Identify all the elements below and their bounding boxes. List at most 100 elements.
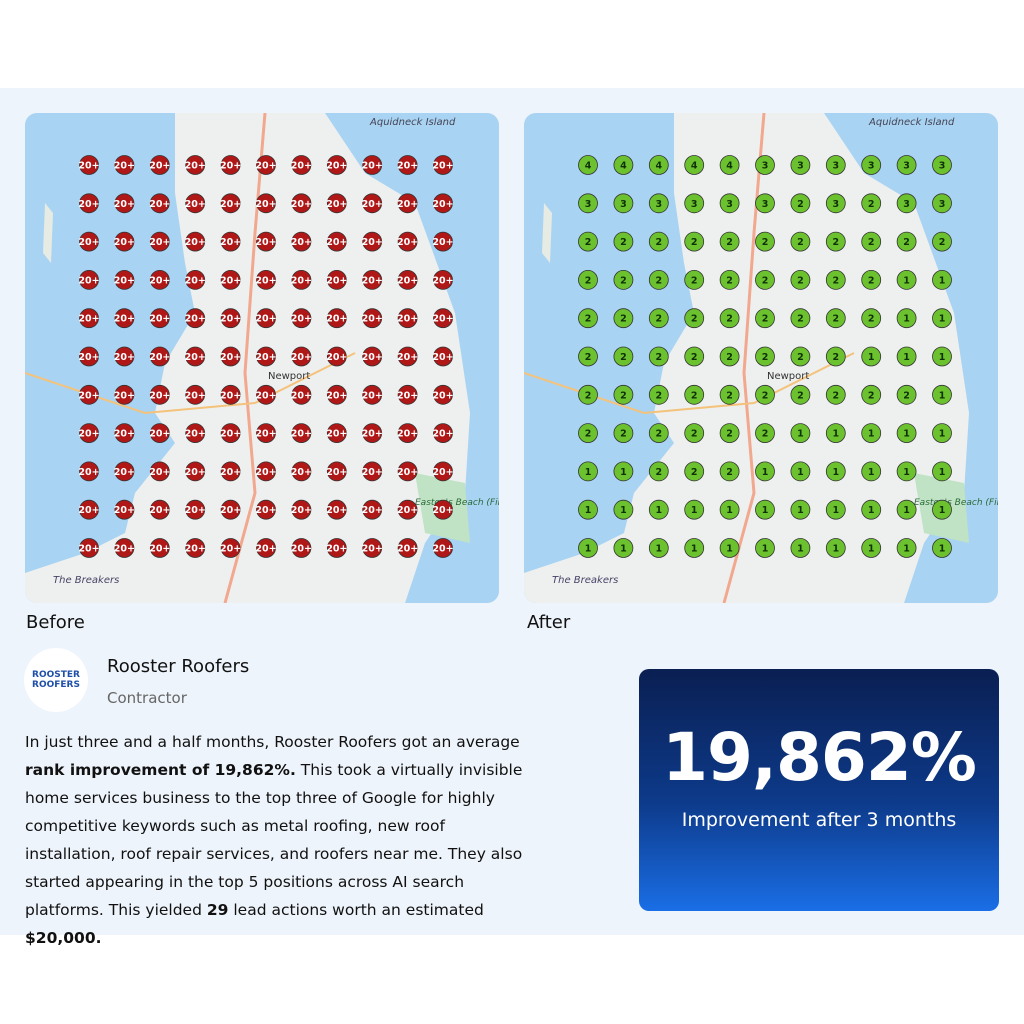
- rank-marker: [932, 384, 952, 405]
- rank-label: 20+: [78, 237, 99, 248]
- rank-label: 2: [655, 237, 662, 248]
- map-label: Easton's Beach (First Beach): [914, 498, 998, 508]
- rank-marker: [896, 346, 917, 367]
- rank-marker: [684, 499, 705, 520]
- rank-marker: [433, 193, 453, 214]
- rank-marker: [79, 308, 99, 329]
- rank-marker: [790, 423, 811, 444]
- rank-label: 2: [903, 237, 910, 248]
- rank-label: 20+: [255, 505, 276, 516]
- rank-label: 20+: [291, 237, 312, 248]
- rank-marker: [114, 461, 135, 482]
- rank-label: 1: [832, 544, 839, 555]
- rank-label: 20+: [185, 505, 206, 516]
- rank-label: 20+: [114, 275, 135, 286]
- rank-marker: [433, 231, 453, 252]
- rank-marker: [861, 346, 882, 367]
- rank-label: 20+: [255, 161, 276, 172]
- rank-label: 20+: [432, 275, 453, 286]
- rank-label: 1: [939, 544, 946, 555]
- rank-label: 2: [585, 237, 592, 248]
- rank-marker: [326, 231, 347, 252]
- rank-marker: [861, 461, 882, 482]
- text-run: $20,000.: [25, 929, 102, 947]
- rank-marker: [433, 384, 453, 405]
- rank-label: 20+: [362, 390, 383, 401]
- rank-label: 1: [868, 467, 875, 478]
- rank-marker: [896, 423, 917, 444]
- rank-marker: [790, 538, 811, 558]
- rank-marker: [397, 346, 418, 367]
- rank-label: 1: [655, 544, 662, 555]
- rank-marker: [861, 423, 882, 444]
- rank-label: 1: [903, 275, 910, 286]
- rank-marker: [326, 384, 347, 405]
- rank-label: 2: [691, 237, 698, 248]
- rank-marker: [79, 346, 99, 367]
- rank-marker: [362, 499, 383, 520]
- rank-label: 2: [868, 275, 875, 286]
- rank-label: 20+: [149, 467, 170, 478]
- rank-label: 4: [691, 161, 698, 172]
- rank-label: 20+: [397, 237, 418, 248]
- rank-marker: [613, 499, 634, 520]
- rank-marker: [932, 423, 952, 444]
- rank-label: 20+: [291, 429, 312, 440]
- rank-label: 20+: [149, 314, 170, 325]
- rank-marker: [684, 461, 705, 482]
- rank-marker: [613, 308, 634, 329]
- rank-marker: [256, 499, 276, 520]
- rank-label: 20+: [397, 544, 418, 555]
- rank-label: 1: [762, 505, 769, 516]
- rank-marker: [220, 269, 241, 290]
- stat-label: Improvement after 3 months: [681, 809, 957, 831]
- rank-label: 2: [585, 275, 592, 286]
- rank-marker: [291, 346, 312, 367]
- rank-marker: [433, 346, 453, 367]
- rank-label: 20+: [185, 467, 206, 478]
- rank-marker: [684, 384, 705, 405]
- rank-marker: [291, 423, 312, 444]
- rank-marker: [896, 155, 917, 175]
- map-label: Aquidneck Island: [868, 117, 955, 128]
- rank-label: 1: [726, 544, 733, 555]
- rank-label: 1: [903, 352, 910, 363]
- rank-marker: [362, 308, 383, 329]
- rank-label: 1: [620, 544, 627, 555]
- rank-label: 20+: [326, 429, 347, 440]
- rank-marker: [397, 193, 418, 214]
- rank-label: 20+: [114, 505, 135, 516]
- rank-label: 20+: [114, 352, 135, 363]
- rank-label: 1: [868, 429, 875, 440]
- rank-label: 20+: [397, 390, 418, 401]
- rank-marker: [613, 231, 634, 252]
- rank-label: 20+: [185, 429, 206, 440]
- rank-marker: [256, 538, 276, 558]
- rank-label: 20+: [432, 199, 453, 210]
- rank-marker: [684, 423, 705, 444]
- text-run: rank improvement of 19,862%.: [25, 761, 296, 779]
- company-category: Contractor: [107, 689, 187, 707]
- rank-marker: [825, 384, 846, 405]
- rank-label: 20+: [114, 161, 135, 172]
- land: [542, 203, 552, 263]
- rank-marker: [613, 461, 634, 482]
- rank-label: 20+: [326, 352, 347, 363]
- rank-marker: [790, 155, 811, 175]
- rank-label: 20+: [185, 237, 206, 248]
- rank-label: 2: [726, 429, 733, 440]
- rank-marker: [790, 384, 811, 405]
- rank-label: 1: [726, 505, 733, 516]
- rank-label: 20+: [255, 314, 276, 325]
- rank-label: 2: [797, 390, 804, 401]
- rank-label: 2: [655, 314, 662, 325]
- rank-marker: [114, 423, 135, 444]
- rank-marker: [149, 423, 170, 444]
- rank-marker: [861, 231, 882, 252]
- rank-label: 1: [939, 275, 946, 286]
- rank-label: 20+: [326, 544, 347, 555]
- rank-marker: [932, 155, 952, 175]
- rank-label: 3: [832, 199, 839, 210]
- rank-label: 20+: [326, 505, 347, 516]
- rank-label: 20+: [397, 161, 418, 172]
